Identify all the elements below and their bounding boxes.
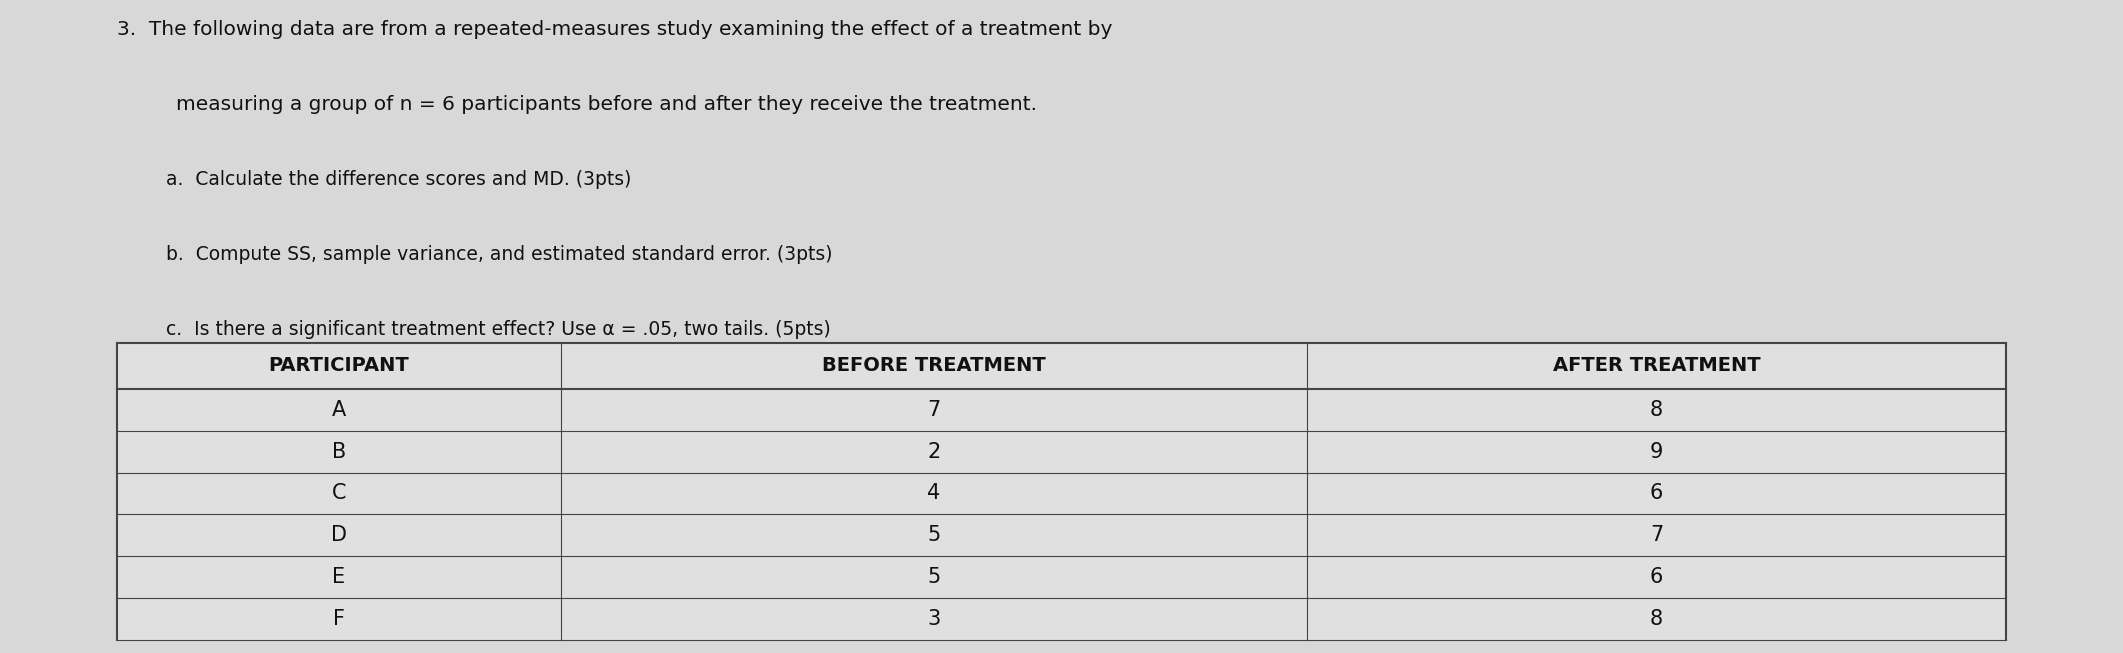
Text: 6: 6: [1650, 483, 1664, 503]
Text: b.  Compute SS, sample variance, and estimated standard error. (3pts): b. Compute SS, sample variance, and esti…: [166, 245, 832, 264]
Text: 6: 6: [1650, 567, 1664, 587]
Text: F: F: [333, 609, 344, 629]
Text: C: C: [331, 483, 346, 503]
Text: c.  Is there a significant treatment effect? Use α = .05, two tails. (5pts): c. Is there a significant treatment effe…: [166, 320, 830, 339]
Text: PARTICIPANT: PARTICIPANT: [267, 357, 410, 375]
Text: 9: 9: [1650, 441, 1664, 462]
Text: 3: 3: [928, 609, 940, 629]
Text: measuring a group of n = 6 participants before and after they receive the treatm: measuring a group of n = 6 participants …: [176, 95, 1038, 114]
Text: BEFORE TREATMENT: BEFORE TREATMENT: [822, 357, 1047, 375]
Text: 4: 4: [928, 483, 940, 503]
Text: 2: 2: [928, 441, 940, 462]
Text: D: D: [331, 525, 346, 545]
Text: 7: 7: [928, 400, 940, 420]
Text: E: E: [331, 567, 346, 587]
Text: B: B: [331, 441, 346, 462]
Text: 8: 8: [1650, 609, 1662, 629]
Text: A: A: [331, 400, 346, 420]
Text: 5: 5: [928, 525, 940, 545]
Text: 5: 5: [928, 567, 940, 587]
Text: a.  Calculate the difference scores and MD. (3pts): a. Calculate the difference scores and M…: [166, 170, 631, 189]
Text: 3.  The following data are from a repeated-measures study examining the effect o: 3. The following data are from a repeate…: [117, 20, 1112, 39]
Text: 7: 7: [1650, 525, 1662, 545]
Text: AFTER TREATMENT: AFTER TREATMENT: [1552, 357, 1760, 375]
Text: 8: 8: [1650, 400, 1662, 420]
